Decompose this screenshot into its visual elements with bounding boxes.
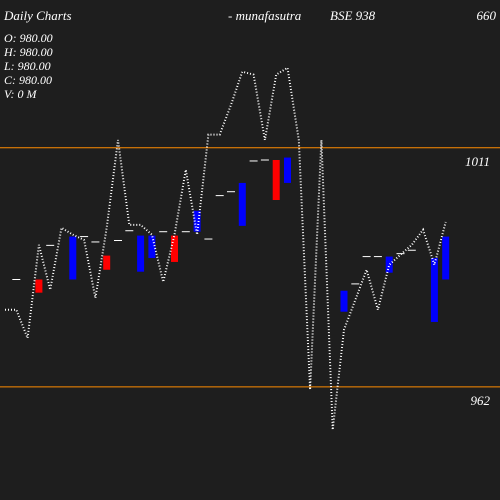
candle-body — [272, 160, 280, 200]
info-line: H: 980.00 — [3, 45, 53, 59]
chart-subtitle: - munafasutra — [228, 8, 302, 23]
y-tick-label: 1011 — [465, 154, 490, 169]
candle-body — [69, 236, 77, 280]
info-line: C: 980.00 — [4, 73, 52, 87]
candle-body — [35, 279, 43, 293]
candle-body — [238, 182, 246, 226]
candle-body — [430, 258, 438, 322]
info-line: O: 980.00 — [4, 31, 53, 45]
candle-body — [340, 290, 348, 312]
candle-body — [137, 235, 145, 272]
info-line: V: 0 M — [4, 87, 38, 101]
corner-label: 660 — [477, 8, 497, 23]
candle-body — [148, 235, 156, 259]
price-line — [5, 66, 447, 430]
candle-body — [193, 210, 201, 232]
symbol: BSE 938 — [330, 8, 376, 23]
info-line: L: 980.00 — [3, 59, 51, 73]
candle-body — [171, 235, 178, 262]
candle-body — [385, 256, 393, 273]
y-tick-label: 962 — [471, 393, 491, 408]
chart-title: Daily Charts — [3, 8, 72, 23]
candle-body — [284, 157, 291, 183]
candle-body — [103, 255, 111, 270]
candle-body — [442, 236, 450, 280]
